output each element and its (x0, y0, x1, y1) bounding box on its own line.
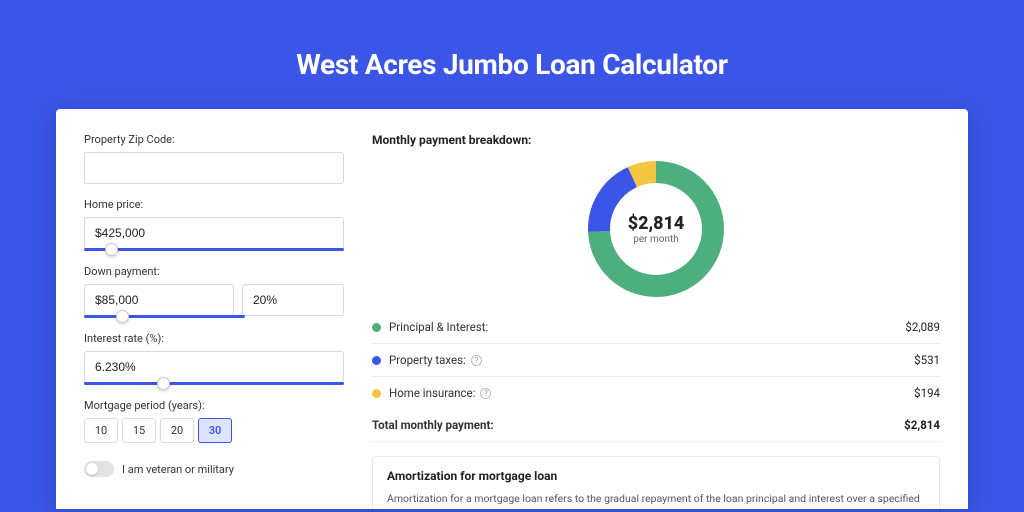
breakdown-title: Monthly payment breakdown: (372, 133, 940, 147)
total-row: Total monthly payment: $2,814 (372, 409, 940, 442)
zip-field: Property Zip Code: (84, 133, 344, 184)
zip-input[interactable] (84, 152, 344, 184)
breakdown-value: $531 (914, 353, 940, 367)
period-btn-30[interactable]: 30 (198, 418, 232, 443)
donut-chart: $2,814 per month (588, 161, 724, 297)
down-payment-slider[interactable] (84, 315, 245, 318)
interest-rate-field: Interest rate (%): (84, 332, 344, 385)
period-btn-15[interactable]: 15 (122, 418, 156, 443)
form-panel: Property Zip Code: Home price: Down paym… (84, 133, 344, 509)
donut-chart-wrap: $2,814 per month (372, 153, 940, 311)
home-price-slider-thumb[interactable] (105, 243, 118, 256)
total-label: Total monthly payment: (372, 418, 494, 432)
breakdown-label: Home insurance: (389, 386, 475, 400)
page-title: West Acres Jumbo Loan Calculator (56, 48, 968, 81)
breakdown-label: Principal & Interest: (389, 320, 488, 334)
info-icon[interactable]: ? (471, 355, 482, 366)
breakdown-value: $194 (914, 386, 940, 400)
home-price-label: Home price: (84, 198, 344, 211)
legend-dot (372, 389, 381, 398)
calculator-card: Property Zip Code: Home price: Down paym… (56, 109, 968, 509)
down-payment-percent-input[interactable] (242, 284, 344, 316)
down-payment-field: Down payment: (84, 265, 344, 318)
mortgage-period-label: Mortgage period (years): (84, 399, 344, 412)
interest-rate-input[interactable] (84, 351, 344, 383)
breakdown-row: Principal & Interest: $2,089 (372, 311, 940, 344)
info-icon[interactable]: ? (480, 388, 491, 399)
amortization-desc: Amortization for a mortgage loan refers … (387, 491, 925, 507)
down-payment-label: Down payment: (84, 265, 344, 278)
donut-center: $2,814 per month (588, 161, 724, 297)
home-price-field: Home price: (84, 198, 344, 251)
amortization-box: Amortization for mortgage loan Amortizat… (372, 456, 940, 509)
veteran-toggle-row: I am veteran or military (84, 461, 344, 477)
period-btn-10[interactable]: 10 (84, 418, 118, 443)
veteran-toggle[interactable] (84, 461, 114, 477)
legend-dot (372, 356, 381, 365)
breakdown-row: Home insurance:? $194 (372, 377, 940, 409)
down-payment-amount-input[interactable] (84, 284, 234, 316)
breakdown-value: $2,089 (905, 320, 940, 334)
legend-dot (372, 323, 381, 332)
interest-rate-slider[interactable] (84, 382, 344, 385)
breakdown-row: Property taxes:? $531 (372, 344, 940, 377)
zip-label: Property Zip Code: (84, 133, 344, 146)
down-payment-slider-thumb[interactable] (116, 310, 129, 323)
donut-amount: $2,814 (628, 213, 685, 234)
interest-rate-slider-thumb[interactable] (157, 377, 170, 390)
interest-rate-label: Interest rate (%): (84, 332, 344, 345)
mortgage-period-field: Mortgage period (years): 10152030 (84, 399, 344, 443)
donut-sub: per month (633, 234, 679, 245)
breakdown-panel: Monthly payment breakdown: $2,814 per mo… (372, 133, 940, 509)
amortization-title: Amortization for mortgage loan (387, 469, 925, 483)
veteran-toggle-label: I am veteran or military (122, 463, 234, 476)
period-btn-20[interactable]: 20 (160, 418, 194, 443)
breakdown-label: Property taxes: (389, 353, 466, 367)
total-value: $2,814 (904, 418, 940, 432)
home-price-slider[interactable] (84, 248, 344, 251)
home-price-input[interactable] (84, 217, 344, 249)
